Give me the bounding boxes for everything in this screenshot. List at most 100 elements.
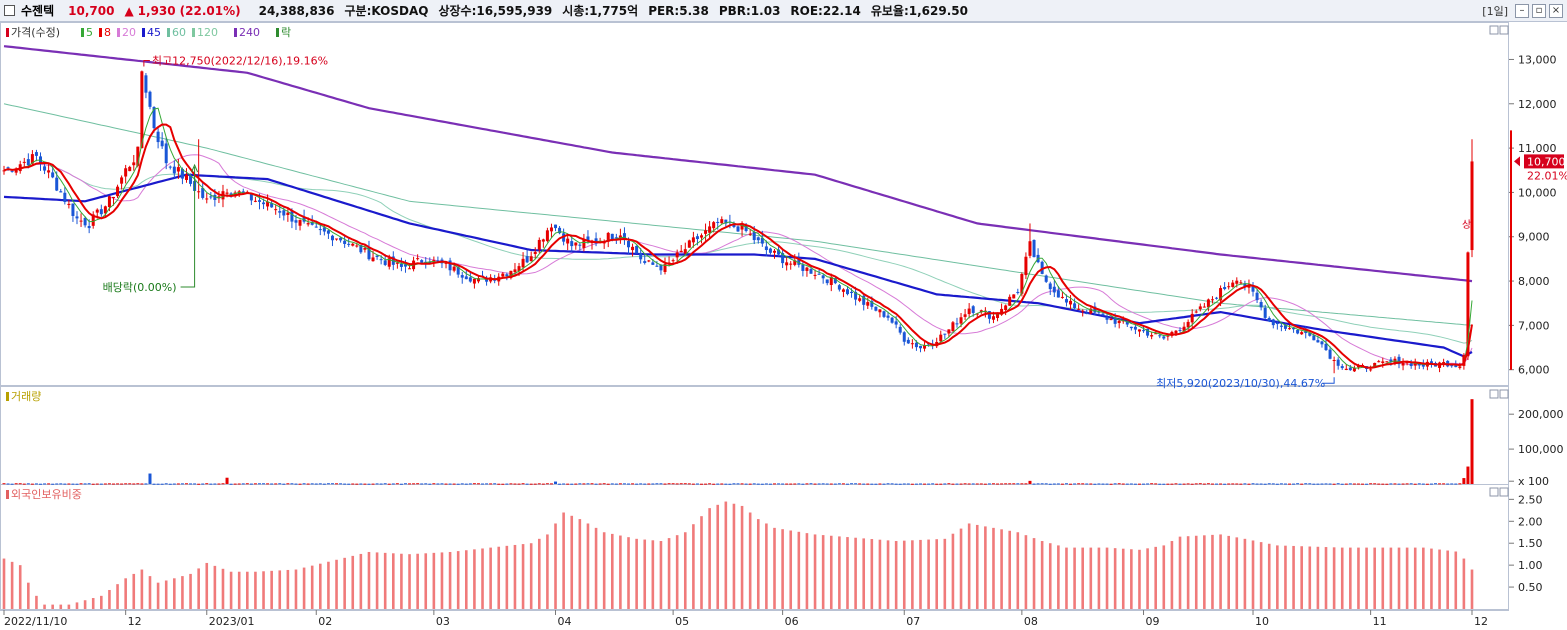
candle-body <box>1320 341 1324 345</box>
candle-body <box>22 161 26 163</box>
candle-body <box>979 310 983 313</box>
volume-bar <box>837 483 841 485</box>
candle-body <box>683 249 687 254</box>
volume-bar <box>1446 483 1450 485</box>
candle-body <box>606 232 610 242</box>
candle-body <box>777 249 781 255</box>
foreign-tick-label: 0.50 <box>1518 581 1543 594</box>
chart-area[interactable]: 13,000 12,000 11,000 10,000 9,000 8,000 7,000 6… <box>0 22 1567 630</box>
legend-label: 락 <box>281 26 291 39</box>
candle-body <box>971 306 975 313</box>
foreign-ratio-bar <box>870 539 874 609</box>
volume-bar <box>213 483 217 485</box>
volume-bar <box>493 483 497 485</box>
foreign-ratio-bar <box>935 539 939 609</box>
restore-icon[interactable]: ▫ <box>1532 4 1546 18</box>
volume-bar <box>306 483 310 485</box>
foreign-ratio-bar <box>1194 535 1198 609</box>
legend-label: 45 <box>147 26 161 39</box>
ma240-line <box>3 45 1473 283</box>
candle-body <box>1215 297 1219 299</box>
ma60-line <box>3 163 1473 344</box>
candle-body <box>47 170 51 173</box>
volume-bar <box>1223 483 1227 485</box>
candle-body <box>347 243 351 245</box>
volume-bar <box>1129 483 1133 485</box>
volume-bar <box>294 483 298 485</box>
stock-name[interactable]: 수젠텍 <box>21 4 55 18</box>
volume-bar <box>574 483 578 485</box>
candle-body <box>772 250 776 253</box>
candle-body <box>943 333 947 335</box>
volume-bar <box>777 483 781 485</box>
foreign-ratio-bar <box>700 516 703 609</box>
candle-body <box>144 75 148 93</box>
volume-bar <box>266 483 270 485</box>
candle-body <box>1158 335 1162 337</box>
x-tick-label: 05 <box>675 615 689 628</box>
volume-bar <box>813 483 817 485</box>
candle-body <box>314 226 318 228</box>
foreign-ratio-bar <box>156 582 160 609</box>
volume-bar <box>6 483 10 485</box>
foreign-ratio-bar <box>270 570 273 609</box>
period-selector[interactable]: [1일] <box>1482 5 1508 18</box>
volume-bar <box>274 483 278 485</box>
foreign-ratio-bar <box>1422 547 1425 609</box>
close-icon[interactable]: × <box>1549 4 1563 18</box>
volume-bar <box>221 483 225 485</box>
candle-body <box>695 236 699 240</box>
foreign-ratio-bar <box>1146 548 1149 609</box>
volume-bar <box>448 483 452 485</box>
foreign-ratio-bar <box>1470 569 1474 609</box>
legend-label: 가격(수정) <box>11 26 60 39</box>
volume-bar <box>983 483 987 485</box>
volume-bar <box>432 483 436 485</box>
candle-body <box>1008 296 1012 306</box>
candle-body <box>882 311 886 317</box>
candle-body <box>1028 241 1032 256</box>
candle-body <box>918 345 922 349</box>
volume-bar <box>205 483 209 485</box>
volume-bar <box>918 483 922 485</box>
candle-body <box>1271 319 1275 326</box>
volume-bar <box>1089 483 1093 485</box>
volume-bar <box>833 483 837 485</box>
volume-panel: 거래량 200,000 100,000 x 100 <box>2 390 1564 488</box>
candle-body <box>1016 291 1020 293</box>
volume-bar <box>562 483 566 485</box>
candle-body <box>631 246 635 251</box>
legend-label: 240 <box>239 26 260 39</box>
candle-body <box>1308 332 1312 336</box>
foreign-ratio-bar <box>619 535 622 609</box>
candle-body <box>1064 299 1068 303</box>
foreign-ratio-bar <box>554 523 557 609</box>
volume-bar <box>1044 483 1048 485</box>
volume-bar <box>322 483 326 485</box>
volume-bar <box>1328 483 1332 485</box>
volume-bar <box>971 483 975 485</box>
foreign-ratio-bar <box>1219 534 1222 609</box>
volume-bar <box>521 483 525 485</box>
foreign-ratio-bar <box>919 539 922 609</box>
panel-close-icon <box>1499 487 1509 497</box>
minimize-icon[interactable]: – <box>1515 4 1529 18</box>
candle-body <box>521 258 525 268</box>
candle-body <box>330 235 334 241</box>
candle-body <box>708 226 712 233</box>
candle-body <box>1466 252 1470 357</box>
candle-body <box>809 269 813 274</box>
foreign-ratio-bar <box>635 538 638 609</box>
select-checkbox[interactable] <box>4 5 15 16</box>
candle-body <box>541 239 545 242</box>
volume-bar <box>959 483 963 485</box>
foreign-ratio-bar <box>43 604 46 609</box>
volume-bar <box>679 483 683 485</box>
candle-body <box>493 279 497 281</box>
candle-body <box>1210 299 1214 301</box>
foreign-ratio-bar <box>1389 547 1393 609</box>
candle-body <box>132 162 136 166</box>
volume-bar <box>1085 483 1089 485</box>
foreign-ratio-bar <box>1178 536 1182 609</box>
volume-bar <box>189 483 193 485</box>
